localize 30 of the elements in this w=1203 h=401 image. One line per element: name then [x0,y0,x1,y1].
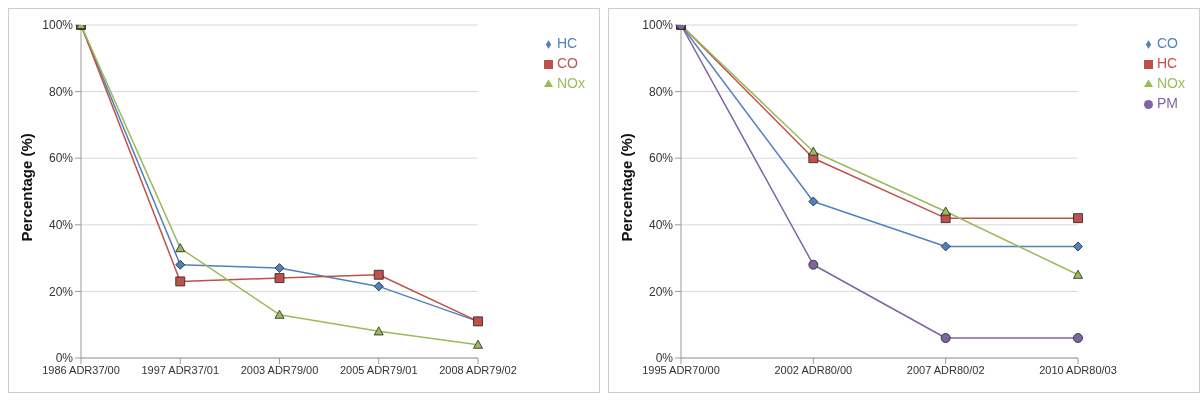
x-tick-label: 1995 ADR70/00 [642,363,720,376]
legend-label: HC [557,35,578,51]
y-tick-label: 0% [655,351,674,366]
x-tick-label: 2003 ADR79/00 [240,363,319,376]
y-axis-title: Percentage (%) [618,133,636,242]
y-tick-label: 20% [648,284,674,299]
legend-label: CO [1157,35,1178,51]
y-tick-label: 100% [642,18,674,33]
x-tick-label: 2008 ADR79/02 [439,363,517,376]
x-tick-label: 2002 ADR80/00 [774,363,853,376]
y-tick-label: 20% [48,284,74,299]
y-tick-label: 40% [648,218,674,233]
y-tick-label: 40% [48,218,74,233]
y-axis-title: Percentage (%) [18,133,36,242]
y-tick-label: 80% [48,84,74,99]
y-tick-label: 0% [55,351,74,366]
x-tick-label: 1986 ADR37/00 [42,363,120,376]
legend-label: HC [1157,55,1178,71]
x-tick-label: 2005 ADR79/01 [339,363,418,376]
x-tick-label: 2007 ADR80/02 [906,363,985,376]
legend-label: CO [557,55,578,71]
legend-label: PM [1157,95,1178,111]
legend-label: NOx [1157,75,1185,91]
y-tick-label: 100% [42,18,74,33]
legend-label: NOx [557,75,585,91]
y-tick-label: 60% [648,151,674,166]
y-tick-label: 60% [48,151,74,166]
y-tick-label: 80% [648,84,674,99]
x-tick-label: 2010 ADR80/03 [1039,363,1117,376]
x-tick-label: 1997 ADR37/01 [141,363,220,376]
